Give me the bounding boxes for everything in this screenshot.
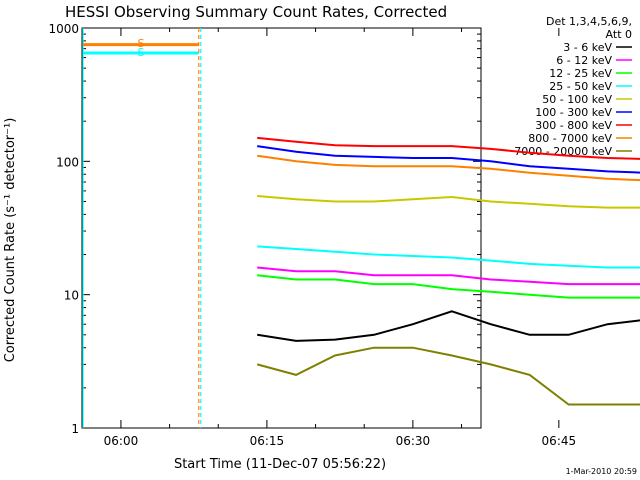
series-line-6 (257, 136, 640, 160)
x-tick-label: 06:00 (104, 434, 139, 448)
annotation-s-orange: S (138, 37, 145, 50)
x-axis-label: Start Time (11-Dec-07 05:56:22) (174, 457, 386, 472)
x-tick-label: 06:30 (396, 434, 431, 448)
annotation-s-cyan: S (138, 46, 145, 59)
legend-label: 3 - 6 keV (563, 41, 612, 54)
legend-label: 100 - 300 keV (535, 106, 612, 119)
plot-frame (81, 27, 482, 429)
y-tick-label: 1 (71, 422, 79, 436)
legend-header-line-2: Att 0 (606, 28, 632, 41)
legend-label: 6 - 12 keV (556, 54, 612, 67)
x-tick-label: 06:45 (542, 434, 577, 448)
legend-label: 50 - 100 keV (542, 93, 612, 106)
legend-label: 300 - 800 keV (535, 119, 612, 132)
legend-label: 12 - 25 keV (549, 67, 612, 80)
series-line-1 (257, 266, 640, 286)
legend-label: 7000 - 20000 keV (514, 145, 612, 158)
footer-timestamp: 1-Mar-2010 20:59 (566, 467, 637, 476)
legend-label: 25 - 50 keV (549, 80, 612, 93)
legend-label: 800 - 7000 keV (528, 132, 612, 145)
chart-title: HESSI Observing Summary Count Rates, Cor… (65, 3, 447, 21)
series-line-8 (256, 346, 640, 406)
y-tick-label: 10 (64, 289, 79, 303)
series-line-5 (257, 145, 640, 174)
y-tick-label: 100 (56, 155, 79, 169)
x-tick-label: 06:15 (250, 434, 285, 448)
series-line-7 (257, 154, 640, 182)
series-line-4 (257, 195, 640, 209)
y-axis-label: Corrected Count Rate (s⁻¹ detector⁻¹) (3, 118, 18, 363)
y-tick-label: 1000 (48, 22, 79, 36)
plot-area: 06:0006:1506:3006:4507:0007:1507:3011010… (48, 22, 640, 448)
series-line-2 (257, 274, 640, 299)
series-line-3 (257, 245, 640, 269)
series-line-0 (257, 310, 640, 342)
legend-header-line-1: Det 1,3,4,5,6,9, (546, 15, 632, 28)
